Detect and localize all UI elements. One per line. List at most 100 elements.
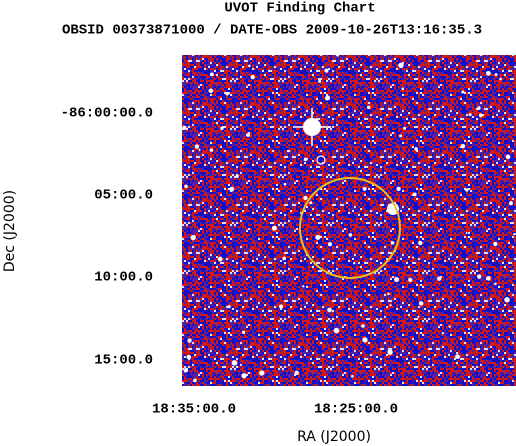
star (302, 285, 305, 288)
star (209, 148, 214, 152)
y-axis-label: Dec (J2000) (2, 190, 18, 272)
image-background (182, 55, 516, 386)
star (387, 349, 393, 355)
star (414, 147, 418, 151)
marker-circle (316, 155, 326, 165)
y-tick-label: 15:00.0 (94, 353, 153, 369)
stars (182, 55, 516, 383)
star (241, 330, 246, 334)
star (348, 233, 353, 237)
star (198, 148, 201, 151)
y-tick-label: -86:00:00.0 (61, 106, 153, 122)
star (336, 55, 339, 57)
star (465, 231, 468, 235)
star (455, 354, 460, 360)
star (294, 370, 299, 375)
y-tick-label: 10:00.0 (94, 270, 153, 286)
subtitle: OBSID 00373871000 / DATE-OBS 2009-10-26T… (62, 23, 482, 39)
x-tick-label: 18:35:00.0 (152, 402, 236, 418)
star (340, 222, 343, 225)
star (478, 113, 483, 118)
star (366, 105, 371, 110)
star (418, 240, 423, 246)
star (399, 134, 403, 138)
star (182, 125, 187, 130)
star (513, 232, 516, 236)
star (493, 241, 498, 247)
star (259, 370, 265, 376)
star (324, 68, 329, 73)
star (362, 337, 368, 343)
star (412, 192, 417, 197)
star (282, 256, 286, 261)
star (194, 144, 200, 149)
star (441, 332, 444, 335)
error-circle (299, 177, 401, 279)
star (279, 304, 284, 309)
star (327, 242, 333, 247)
star (225, 92, 229, 96)
star (248, 64, 251, 68)
star (209, 72, 214, 77)
star (303, 157, 308, 162)
title: UVOT Finding Chart (224, 1, 375, 17)
star (325, 95, 331, 101)
star (494, 73, 498, 76)
star (229, 186, 235, 192)
star (186, 354, 192, 360)
star (494, 282, 497, 286)
star (508, 201, 513, 206)
star (246, 133, 250, 137)
y-tick-label: 05:00.0 (94, 188, 153, 204)
star (504, 297, 510, 303)
star (187, 338, 192, 343)
star (250, 74, 255, 80)
star (486, 70, 491, 76)
star (303, 195, 308, 201)
star (468, 113, 472, 117)
star (220, 126, 224, 130)
star (362, 186, 367, 191)
star (351, 375, 354, 378)
star (283, 182, 287, 186)
star (448, 325, 451, 328)
star (184, 184, 188, 189)
star (499, 77, 502, 81)
star (477, 106, 481, 110)
star (390, 241, 395, 245)
star (477, 274, 482, 279)
star (190, 234, 196, 241)
star (193, 378, 197, 383)
star (318, 79, 322, 83)
star (227, 305, 231, 309)
star (394, 277, 400, 282)
x-tick-label: 18:25:00.0 (314, 402, 398, 418)
star (437, 276, 442, 281)
star (401, 87, 405, 91)
star (235, 174, 239, 178)
star (231, 360, 238, 366)
star (271, 225, 277, 231)
star (417, 315, 420, 318)
star (183, 368, 188, 373)
star (412, 256, 415, 259)
star (396, 186, 401, 192)
star (353, 261, 356, 265)
star (309, 201, 313, 205)
star (461, 90, 465, 94)
star (418, 301, 424, 306)
star (208, 88, 214, 94)
star (389, 304, 392, 307)
star (486, 276, 491, 281)
star (465, 188, 469, 192)
star (398, 62, 404, 69)
star (403, 126, 407, 130)
x-axis-label: RA (J2000) (297, 429, 371, 445)
star (408, 277, 413, 283)
star (327, 307, 332, 313)
star (361, 324, 365, 328)
star (387, 292, 390, 296)
star (241, 373, 247, 379)
star (286, 149, 290, 153)
